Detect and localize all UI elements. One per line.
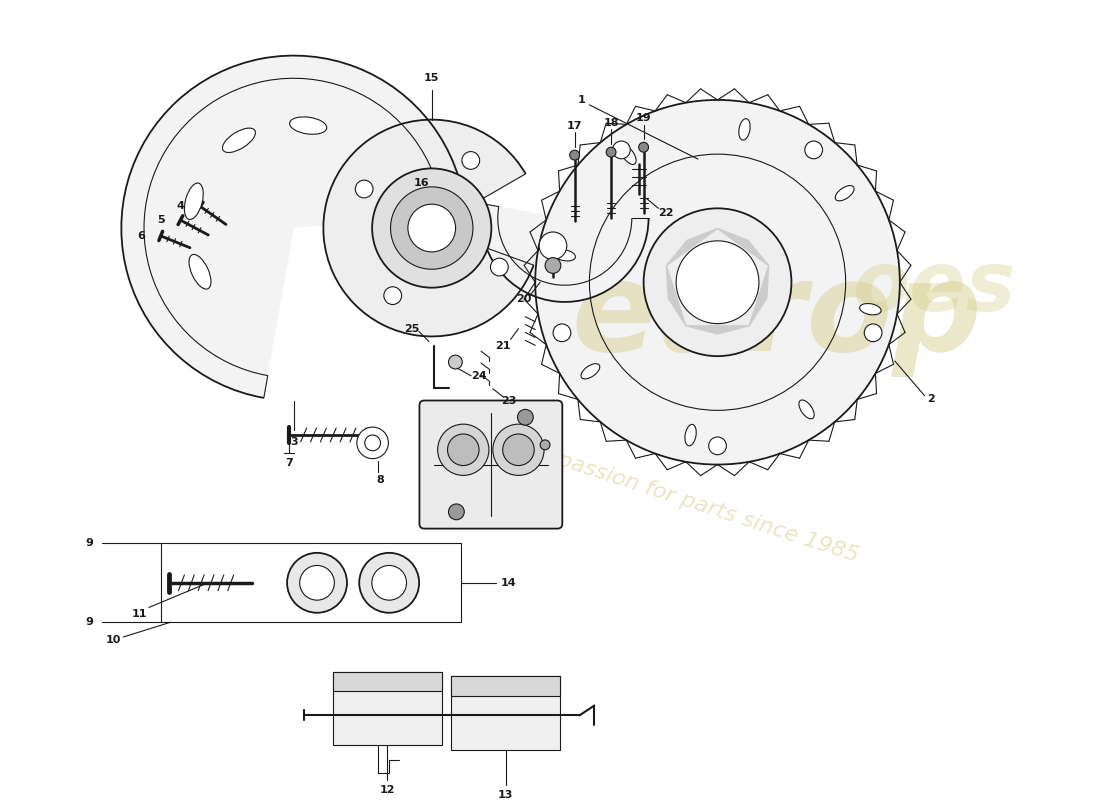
Circle shape xyxy=(360,553,419,613)
Circle shape xyxy=(539,232,566,259)
Circle shape xyxy=(449,504,464,520)
Text: europ: europ xyxy=(571,256,982,378)
Circle shape xyxy=(546,258,561,274)
Wedge shape xyxy=(323,120,534,337)
Text: 15: 15 xyxy=(425,74,439,83)
FancyBboxPatch shape xyxy=(419,401,562,529)
Text: 1: 1 xyxy=(578,95,585,105)
Circle shape xyxy=(372,169,492,288)
Ellipse shape xyxy=(860,303,881,315)
Circle shape xyxy=(365,435,381,450)
Circle shape xyxy=(708,437,726,454)
Text: 3: 3 xyxy=(290,437,298,447)
Circle shape xyxy=(287,553,346,613)
Text: 24: 24 xyxy=(471,371,487,381)
Text: 22: 22 xyxy=(659,208,674,218)
Circle shape xyxy=(299,566,334,600)
Circle shape xyxy=(449,355,462,369)
Wedge shape xyxy=(121,55,465,398)
Text: oes: oes xyxy=(852,246,1016,328)
Text: 4: 4 xyxy=(176,202,185,211)
Bar xyxy=(161,543,461,622)
Text: 21: 21 xyxy=(495,342,510,351)
Text: 19: 19 xyxy=(636,113,651,122)
Text: 7: 7 xyxy=(285,458,293,467)
Bar xyxy=(451,677,560,696)
Text: 8: 8 xyxy=(376,475,384,486)
Circle shape xyxy=(865,324,882,342)
Text: 10: 10 xyxy=(106,635,121,645)
Ellipse shape xyxy=(799,400,814,418)
Text: 17: 17 xyxy=(566,121,582,130)
Bar xyxy=(333,671,441,691)
Bar xyxy=(333,671,441,746)
Ellipse shape xyxy=(739,118,750,140)
Text: 20: 20 xyxy=(516,294,531,304)
Ellipse shape xyxy=(581,364,600,379)
Polygon shape xyxy=(717,229,769,266)
Circle shape xyxy=(493,424,544,475)
Circle shape xyxy=(540,440,550,450)
Text: a passion for parts since 1985: a passion for parts since 1985 xyxy=(535,442,861,566)
Text: 5: 5 xyxy=(157,215,165,225)
Circle shape xyxy=(448,434,478,466)
Text: 13: 13 xyxy=(498,790,514,800)
Ellipse shape xyxy=(685,424,696,446)
Circle shape xyxy=(438,424,488,475)
Text: 2: 2 xyxy=(927,394,935,403)
Ellipse shape xyxy=(185,183,204,219)
Ellipse shape xyxy=(222,128,255,153)
Polygon shape xyxy=(667,266,686,326)
Ellipse shape xyxy=(835,186,854,201)
Bar xyxy=(451,677,560,750)
Circle shape xyxy=(606,147,616,157)
Wedge shape xyxy=(481,204,649,302)
Polygon shape xyxy=(667,229,717,266)
Text: 9: 9 xyxy=(86,618,94,627)
Circle shape xyxy=(372,566,407,600)
Circle shape xyxy=(384,286,402,305)
Text: 23: 23 xyxy=(500,395,516,406)
Text: 25: 25 xyxy=(405,323,420,334)
Circle shape xyxy=(462,151,480,170)
Polygon shape xyxy=(749,266,769,326)
Circle shape xyxy=(613,141,630,158)
Circle shape xyxy=(553,324,571,342)
Polygon shape xyxy=(686,326,749,334)
Circle shape xyxy=(805,141,823,158)
Circle shape xyxy=(491,258,508,276)
Ellipse shape xyxy=(189,254,211,289)
Circle shape xyxy=(676,241,759,324)
Ellipse shape xyxy=(620,146,636,165)
Text: 14: 14 xyxy=(500,578,516,588)
Circle shape xyxy=(639,142,649,152)
Ellipse shape xyxy=(289,117,327,134)
Circle shape xyxy=(644,208,791,356)
Circle shape xyxy=(356,427,388,458)
Text: 9: 9 xyxy=(86,538,94,548)
Text: 16: 16 xyxy=(414,178,430,188)
Text: 11: 11 xyxy=(131,610,146,619)
Circle shape xyxy=(408,204,455,252)
Ellipse shape xyxy=(554,250,575,261)
Circle shape xyxy=(390,187,473,270)
Circle shape xyxy=(503,434,535,466)
Circle shape xyxy=(570,150,580,160)
Circle shape xyxy=(536,100,900,465)
Circle shape xyxy=(355,180,373,198)
Text: 12: 12 xyxy=(379,785,395,794)
Circle shape xyxy=(517,410,534,425)
Text: 6: 6 xyxy=(138,231,145,241)
Text: 18: 18 xyxy=(603,118,619,128)
